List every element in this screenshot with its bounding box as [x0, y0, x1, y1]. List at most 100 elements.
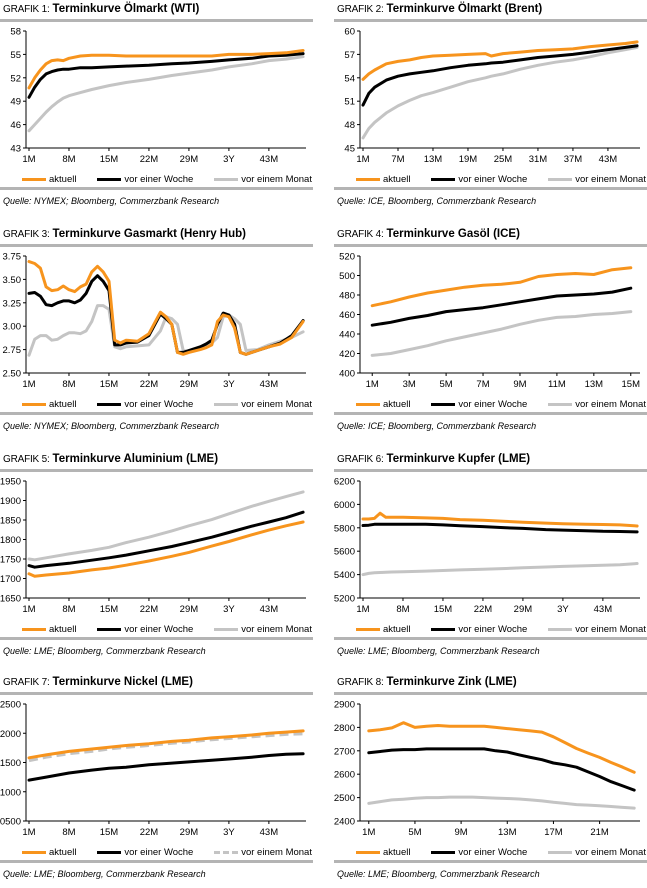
y-tick-label: 460 [339, 310, 355, 321]
x-tick-label: 5M [439, 379, 452, 390]
legend-label: vor einem Monat [575, 623, 646, 635]
y-tick-label: 3.00 [3, 322, 22, 333]
line-chart: 10500 11000 11500 12000 12500 1M 8M 15M 22M 29M 3Y… [0, 700, 306, 838]
line-chart: 1650 1700 1750 1800 1850 1900 1950 1M 8M 15M 22M 29… [0, 477, 306, 615]
y-tick-label: 57 [344, 50, 355, 61]
x-tick-label: 13M [498, 827, 517, 838]
x-tick-label: 15M [622, 379, 641, 390]
legend-item: vor einem Monat [548, 172, 646, 186]
y-tick-label: 60 [344, 27, 355, 38]
chart-panel-6: GRAFIK 6: Terminkurve Kupfer (LME) 5200 540… [334, 450, 647, 665]
chart-title: GRAFIK 5: Terminkurve Aluminium (LME) [3, 453, 218, 465]
chart-title-text: Terminkurve Gasöl (ICE) [386, 228, 520, 240]
x-tick-label: 15M [100, 604, 119, 615]
x-tick-label: 1M [22, 827, 35, 838]
chart-title: GRAFIK 1: Terminkurve Ölmarkt (WTI) [3, 3, 199, 15]
x-tick-label: 22M [140, 379, 159, 390]
y-tick-label: 2500 [334, 793, 355, 804]
chart-legend: aktuell vor einer Woche vor einem Monat [356, 172, 646, 186]
legend-swatch [22, 627, 46, 631]
x-tick-label: 22M [474, 604, 493, 615]
x-tick-label: 31M [529, 154, 548, 165]
y-tick-label: 55 [10, 50, 21, 61]
chart-number: GRAFIK 7: [3, 677, 50, 688]
chart-title-text: Terminkurve Aluminium (LME) [52, 453, 219, 465]
legend-item: aktuell [356, 622, 410, 636]
title-divider [0, 19, 313, 22]
chart-title-text: Terminkurve Ölmarkt (WTI) [52, 3, 200, 15]
legend-item: vor einem Monat [214, 172, 312, 186]
legend-item: vor einer Woche [431, 622, 527, 636]
series-line-vor-einem-monat [361, 45, 639, 140]
chart-source: Quelle: ICE; Bloomberg, Commerzbank Rese… [337, 421, 537, 431]
legend-label: vor einer Woche [124, 173, 194, 185]
x-tick-label: 15M [100, 827, 119, 838]
x-tick-label: 29M [180, 154, 199, 165]
y-tick-label: 5800 [334, 523, 355, 534]
x-tick-label: 3Y [223, 604, 235, 615]
y-tick-label: 10500 [0, 817, 21, 828]
y-tick-label: 43 [10, 144, 21, 155]
y-tick-label: 2600 [334, 770, 355, 781]
y-tick-label: 6000 [334, 500, 355, 511]
y-tick-label: 51 [344, 97, 355, 108]
chart-panel-7: GRAFIK 7:Terminkurve Nickel (LME) 10500 11… [0, 673, 313, 888]
x-tick-label: 22M [140, 604, 159, 615]
legend-item: aktuell [356, 397, 410, 411]
x-tick-label: 29M [180, 379, 199, 390]
x-tick-label: 3Y [557, 604, 569, 615]
x-tick-label: 13M [424, 154, 443, 165]
legend-label: vor einer Woche [124, 846, 194, 858]
y-tick-label: 500 [339, 271, 355, 282]
chart-legend: aktuell vor einer Woche vor einem Monat [356, 845, 646, 859]
x-tick-label: 13M [585, 379, 604, 390]
chart-title: GRAFIK 7: Terminkurve Nickel (LME) [3, 676, 193, 688]
legend-swatch [214, 627, 239, 631]
legend-item: aktuell [356, 845, 410, 859]
x-tick-label: 43M [260, 604, 279, 615]
legend-label: vor einer Woche [124, 398, 194, 410]
chart-title: GRAFIK 3: Terminkurve Gasmarkt (Henry Hub… [3, 228, 246, 240]
y-tick-label: 2800 [334, 723, 355, 734]
y-tick-label: 48 [344, 120, 355, 131]
y-tick-label: 3.25 [3, 298, 22, 309]
x-tick-label: 1M [22, 154, 35, 165]
x-tick-label: 8M [62, 379, 75, 390]
x-tick-label: 43M [260, 827, 279, 838]
x-tick-label: 17M [544, 827, 563, 838]
chart-number: GRAFIK 4: [337, 229, 384, 240]
y-tick-label: 1900 [0, 496, 21, 507]
y-tick-label: 58 [10, 27, 21, 38]
legend-label: vor einer Woche [458, 173, 528, 185]
legend-item: aktuell [356, 172, 410, 186]
y-tick-label: 3.50 [3, 275, 22, 286]
x-tick-label: 19M [459, 154, 478, 165]
y-tick-label: 52 [10, 73, 21, 84]
x-tick-label: 5M [408, 827, 421, 838]
chart-legend: aktuell vor einer Woche vor einem Monat [22, 622, 312, 636]
x-tick-label: 8M [62, 827, 75, 838]
y-tick-label: 440 [339, 330, 355, 341]
y-tick-label: 520 [339, 252, 355, 263]
legend-swatch [356, 627, 380, 631]
line-chart: 400 420 440 460 480 500 520 1M 3M 5M 7M 9M 11M 13M 15M [339, 252, 641, 391]
chart-panel-1: GRAFIK 1: Terminkurve Ölmarkt (WTI) 43 46 49… [0, 0, 313, 215]
series-line-vor-einem-monat [27, 55, 305, 133]
y-tick-label: 1850 [0, 516, 21, 527]
y-tick-label: 49 [10, 97, 21, 108]
x-tick-label: 29M [514, 604, 533, 615]
x-tick-label: 9M [513, 379, 526, 390]
series-line-aktuell [27, 49, 305, 90]
legend-label: aktuell [383, 398, 411, 410]
legend-swatch [214, 402, 239, 406]
line-chart: 43 46 49 52 55 58 1M 8M 15M 22M 29M 3Y 43M [10, 27, 306, 165]
x-tick-label: 3M [403, 379, 416, 390]
y-tick-label: 1800 [0, 535, 21, 546]
source-divider [334, 187, 647, 190]
legend-swatch [356, 177, 380, 181]
x-tick-label: 7M [391, 154, 404, 165]
chart-panel-4: GRAFIK 4: Terminkurve Gasöl (ICE) 400 420 44… [334, 225, 647, 440]
legend-swatch [97, 177, 122, 181]
line-chart: 5200 5400 5600 5800 6000 6200 1M 8M 15M 22M 29M 3Y 4… [334, 477, 640, 615]
legend-item: vor einem Monat [214, 845, 312, 859]
